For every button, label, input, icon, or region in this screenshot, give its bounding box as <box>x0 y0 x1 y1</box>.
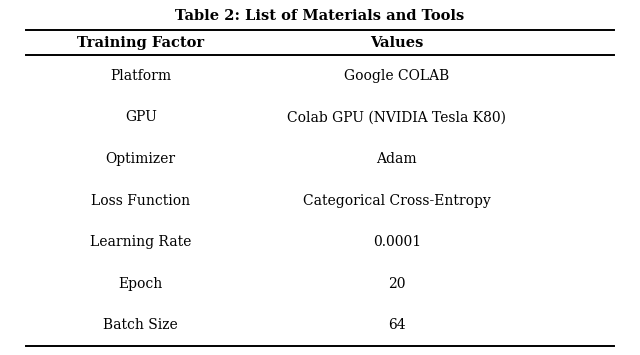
Text: Google COLAB: Google COLAB <box>344 69 449 83</box>
Text: Platform: Platform <box>110 69 172 83</box>
Text: Learning Rate: Learning Rate <box>90 235 191 249</box>
Text: Adam: Adam <box>376 152 417 166</box>
Text: Optimizer: Optimizer <box>106 152 176 166</box>
Text: Epoch: Epoch <box>118 277 163 291</box>
Text: GPU: GPU <box>125 110 157 124</box>
Text: Table 2: List of Materials and Tools: Table 2: List of Materials and Tools <box>175 9 465 23</box>
Text: Loss Function: Loss Function <box>92 193 190 208</box>
Text: Colab GPU (NVIDIA Tesla K80): Colab GPU (NVIDIA Tesla K80) <box>287 110 506 124</box>
Text: 0.0001: 0.0001 <box>372 235 421 249</box>
Text: Values: Values <box>370 36 424 50</box>
Text: Batch Size: Batch Size <box>104 318 178 332</box>
Text: Training Factor: Training Factor <box>77 36 204 50</box>
Text: 64: 64 <box>388 318 406 332</box>
Text: Categorical Cross-Entropy: Categorical Cross-Entropy <box>303 193 491 208</box>
Text: 20: 20 <box>388 277 406 291</box>
